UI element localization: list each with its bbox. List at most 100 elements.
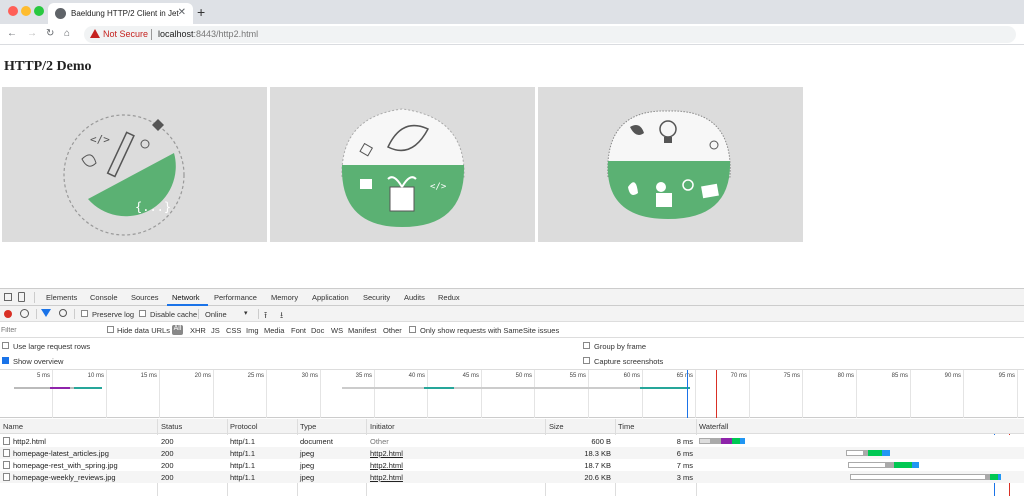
filter-type-other[interactable]: Other — [383, 326, 402, 335]
browser-tab[interactable]: Baeldung HTTP/2 Client in Jett ✕ — [48, 3, 193, 24]
overview-tick-line — [856, 370, 857, 418]
filter-type-manifest[interactable]: Manifest — [348, 326, 377, 335]
filter-input[interactable] — [1, 325, 99, 335]
filter-type-all[interactable]: All — [172, 325, 183, 335]
row-initiator[interactable]: http2.html — [370, 461, 403, 470]
samesite-checkbox[interactable] — [409, 326, 416, 333]
search-icon[interactable] — [59, 309, 67, 317]
large-rows-checkbox[interactable] — [2, 342, 9, 349]
address-bar[interactable]: Not Secure localhost:8443/http2.html — [84, 26, 1016, 43]
svg-text:</>: </> — [430, 182, 447, 192]
tab-redux[interactable]: Redux — [438, 293, 460, 302]
close-window-icon[interactable] — [8, 6, 18, 16]
col-status[interactable]: Status — [161, 422, 183, 431]
device-toolbar-icon[interactable] — [18, 292, 25, 302]
maximize-window-icon[interactable] — [34, 6, 44, 16]
hide-data-urls-checkbox[interactable] — [107, 326, 114, 333]
overview-tick-label: 55 ms — [569, 373, 586, 379]
tab-sources[interactable]: Sources — [131, 293, 159, 302]
tab-console[interactable]: Console — [90, 293, 118, 302]
col-name[interactable]: Name — [3, 422, 24, 431]
record-icon[interactable] — [4, 310, 12, 318]
import-har-icon[interactable]: ⭱ — [264, 310, 268, 320]
filter-type-font[interactable]: Font — [291, 326, 307, 335]
new-tab-button[interactable]: + — [197, 4, 206, 20]
row-name[interactable]: homepage-weekly_reviews.jpg — [13, 473, 116, 482]
col-initiator[interactable]: Initiator — [370, 422, 395, 431]
show-overview-checkbox[interactable] — [2, 357, 9, 364]
preserve-log-checkbox[interactable] — [81, 310, 88, 317]
filter-type-js[interactable]: JS — [211, 326, 220, 335]
overview-bar — [50, 387, 70, 389]
home-icon[interactable]: ⌂ — [64, 28, 71, 39]
filter-type-doc[interactable]: Doc — [311, 326, 325, 335]
filter-type-xhr[interactable]: XHR — [190, 326, 206, 335]
inspect-element-icon[interactable] — [4, 293, 12, 301]
row-initiator[interactable]: http2.html — [370, 449, 403, 458]
overview-tick-label: 50 ms — [515, 373, 532, 379]
table-row[interactable]: homepage-latest_articles.jpg 200 http/1.… — [0, 447, 1024, 459]
row-size: 18.7 KB — [584, 461, 611, 470]
row-initiator[interactable]: http2.html — [370, 473, 403, 482]
capture-screenshots-checkbox[interactable] — [583, 357, 590, 364]
group-by-frame-checkbox[interactable] — [583, 342, 590, 349]
filter-type-img[interactable]: Img — [246, 326, 259, 335]
waterfall-download — [740, 438, 745, 444]
tab-elements[interactable]: Elements — [46, 293, 78, 302]
overview-tick-label: 90 ms — [944, 373, 961, 379]
network-overview[interactable]: 5 ms 10 ms 15 ms 20 ms 25 ms 30 ms 35 ms 40 ms 4… — [0, 370, 1024, 418]
row-name[interactable]: homepage-latest_articles.jpg — [13, 449, 109, 458]
minimize-window-icon[interactable] — [21, 6, 31, 16]
url-text[interactable]: localhost:8443/http2.html — [158, 29, 258, 39]
overview-tick-label: 95 ms — [998, 373, 1015, 379]
row-name[interactable]: http2.html — [13, 437, 46, 446]
filter-type-media[interactable]: Media — [264, 326, 285, 335]
tab-memory[interactable]: Memory — [271, 293, 299, 302]
rest-with-spring-illustration: </> — [341, 108, 465, 227]
col-type[interactable]: Type — [300, 422, 317, 431]
filter-type-ws[interactable]: WS — [331, 326, 344, 335]
filter-type-css[interactable]: CSS — [226, 326, 242, 335]
col-protocol[interactable]: Protocol — [230, 422, 258, 431]
table-row[interactable]: homepage-weekly_reviews.jpg 200 http/1.1… — [0, 471, 1024, 483]
chevron-down-icon[interactable]: ▾ — [244, 310, 248, 317]
overview-tick-label: 70 ms — [730, 373, 747, 379]
waterfall-ssl — [721, 438, 732, 444]
col-waterfall[interactable]: Waterfall — [699, 422, 729, 431]
tab-audits[interactable]: Audits — [404, 293, 425, 302]
overview-tick-line — [1017, 370, 1018, 418]
divider — [151, 29, 152, 40]
col-size[interactable]: Size — [549, 422, 564, 431]
row-initiator: Other — [370, 437, 389, 446]
disable-cache-checkbox[interactable] — [139, 310, 146, 317]
tab-network[interactable]: Network — [172, 293, 200, 302]
row-protocol: http/1.1 — [230, 461, 256, 470]
image-file-icon — [3, 461, 10, 469]
overview-tick-label: 20 ms — [194, 373, 211, 379]
col-time[interactable]: Time — [618, 422, 635, 431]
row-name[interactable]: homepage-rest_with_spring.jpg — [13, 461, 118, 470]
export-har-icon[interactable]: ⭳ — [280, 310, 284, 320]
not-secure-label[interactable]: Not Secure — [103, 29, 149, 39]
overview-tick-line — [266, 370, 267, 418]
filter-icon[interactable] — [41, 309, 51, 317]
close-tab-icon[interactable]: ✕ — [177, 7, 186, 18]
divider — [258, 309, 259, 319]
overview-tick-line — [159, 370, 160, 418]
row-type: document — [300, 437, 333, 446]
table-row[interactable]: http2.html 200 http/1.1 document Other 6… — [0, 435, 1024, 447]
latest-articles-image: </> {...} — [2, 87, 267, 242]
tab-security[interactable]: Security — [363, 293, 391, 302]
reload-icon[interactable]: ↻ — [46, 28, 55, 39]
forward-icon[interactable]: → — [27, 28, 37, 39]
table-row[interactable]: homepage-rest_with_spring.jpg 200 http/1… — [0, 459, 1024, 471]
overview-bar — [14, 387, 82, 389]
tab-performance[interactable]: Performance — [214, 293, 257, 302]
dom-content-loaded-marker — [687, 370, 688, 418]
tab-application[interactable]: Application — [312, 293, 349, 302]
clear-icon[interactable] — [20, 309, 29, 318]
row-time: 6 ms — [676, 449, 693, 458]
back-icon[interactable]: ← — [7, 28, 17, 39]
large-rows-label: Use large request rows — [13, 342, 91, 351]
throttling-select[interactable]: Online — [205, 310, 227, 319]
